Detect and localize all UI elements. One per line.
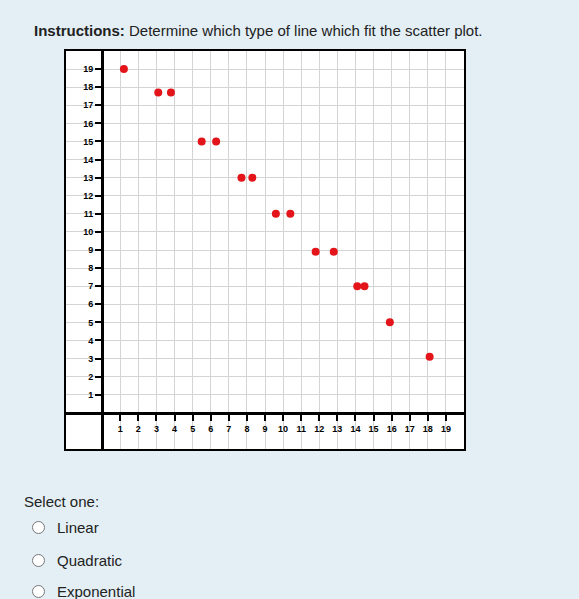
svg-text:2: 2: [136, 424, 141, 434]
svg-text:16: 16: [83, 119, 93, 129]
svg-text:8: 8: [88, 263, 93, 273]
svg-text:2: 2: [88, 372, 93, 382]
svg-text:6: 6: [208, 424, 213, 434]
svg-text:9: 9: [88, 245, 93, 255]
svg-text:5: 5: [190, 424, 195, 434]
html-text:Linear: Linear: [57, 519, 99, 536]
html-text:Quadratic: Quadratic: [57, 552, 122, 569]
svg-text:15: 15: [83, 137, 93, 147]
svg-text:11: 11: [84, 209, 94, 219]
svg-text:9: 9: [262, 424, 267, 434]
svg-text:19: 19: [441, 424, 451, 434]
svg-text:1: 1: [88, 390, 93, 400]
svg-text:6: 6: [88, 299, 93, 309]
svg-text:17: 17: [405, 424, 415, 434]
svg-text:18: 18: [83, 82, 93, 92]
svg-text:18: 18: [423, 424, 433, 434]
svg-text:5: 5: [88, 318, 93, 328]
html-text:Instructions: Determine which: Instructions: Determine which type of li…: [34, 22, 483, 39]
svg-text:3: 3: [88, 354, 93, 364]
svg-text:7: 7: [88, 281, 93, 291]
svg-text:11: 11: [296, 424, 306, 434]
svg-text:19: 19: [83, 64, 93, 74]
svg-text:12: 12: [314, 424, 324, 434]
svg-text:16: 16: [387, 424, 397, 434]
svg-text:8: 8: [244, 424, 249, 434]
svg-text:7: 7: [226, 424, 231, 434]
svg-text:14: 14: [350, 424, 360, 434]
svg-text:4: 4: [172, 424, 177, 434]
html-text:Exponential: Exponential: [57, 583, 136, 599]
svg-text:10: 10: [83, 227, 93, 237]
svg-text:1: 1: [118, 424, 123, 434]
svg-text:14: 14: [83, 155, 93, 165]
svg-text:10: 10: [278, 424, 288, 434]
svg-text:4: 4: [88, 336, 93, 346]
svg-text:13: 13: [332, 424, 342, 434]
svg-text:3: 3: [154, 424, 159, 434]
svg-text:12: 12: [83, 191, 93, 201]
svg-text:17: 17: [83, 100, 93, 110]
html-text:Select one:: Select one:: [24, 493, 100, 510]
svg-text:13: 13: [83, 173, 93, 183]
svg-text:15: 15: [369, 424, 379, 434]
